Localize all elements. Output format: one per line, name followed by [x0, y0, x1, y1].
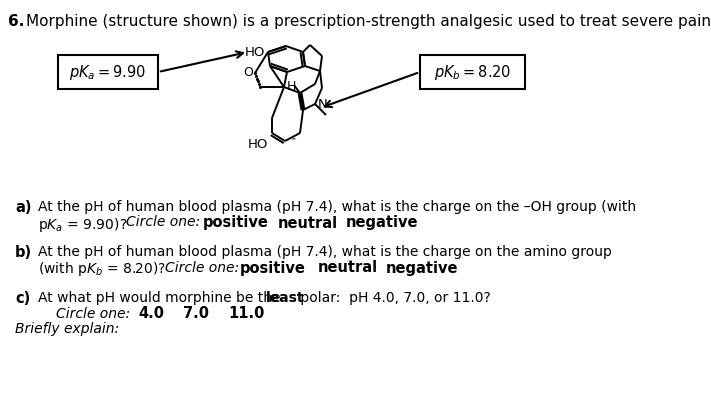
- Text: polar:  pH 4.0, 7.0, or 11.0?: polar: pH 4.0, 7.0, or 11.0?: [296, 291, 491, 305]
- Text: Morphine (structure shown) is a prescription-strength analgesic used to treat se: Morphine (structure shown) is a prescrip…: [26, 14, 711, 29]
- Text: positive: positive: [240, 260, 306, 276]
- Text: 4.0: 4.0: [138, 306, 164, 322]
- Text: O: O: [243, 67, 253, 79]
- Text: neutral: neutral: [278, 216, 338, 231]
- Text: c): c): [15, 291, 31, 306]
- Text: negative: negative: [386, 260, 459, 276]
- Text: a): a): [15, 200, 31, 215]
- Text: neutral: neutral: [318, 260, 378, 276]
- Text: least: least: [266, 291, 304, 305]
- Text: 6.: 6.: [8, 14, 24, 29]
- Text: ′′: ′′: [292, 138, 297, 148]
- Text: Circle one:: Circle one:: [56, 306, 130, 320]
- Text: positive: positive: [203, 216, 269, 231]
- Text: 11.0: 11.0: [228, 306, 264, 322]
- Text: At what pH would morphine be the: At what pH would morphine be the: [38, 291, 285, 305]
- Bar: [58, 55, 158, 89]
- Text: At the pH of human blood plasma (pH 7.4), what is the charge on the amino group: At the pH of human blood plasma (pH 7.4)…: [38, 245, 612, 259]
- Bar: [420, 55, 525, 89]
- Text: H: H: [287, 81, 296, 94]
- Text: HO: HO: [245, 46, 265, 58]
- Text: At the pH of human blood plasma (pH 7.4), what is the charge on the –OH group (w: At the pH of human blood plasma (pH 7.4)…: [38, 200, 636, 214]
- Text: p$K_a$ = 9.90)?: p$K_a$ = 9.90)?: [38, 216, 127, 233]
- Text: 7.0: 7.0: [183, 306, 209, 322]
- Text: Circle one:: Circle one:: [126, 216, 200, 229]
- Text: $\mathit{p}K_a = 9.90$: $\mathit{p}K_a = 9.90$: [70, 62, 146, 81]
- Text: $\mathit{p}K_b = 8.20$: $\mathit{p}K_b = 8.20$: [434, 62, 510, 81]
- Text: negative: negative: [346, 216, 419, 231]
- Text: (with p$K_b$ = 8.20)?: (with p$K_b$ = 8.20)?: [38, 260, 166, 279]
- Text: N: N: [318, 98, 328, 110]
- Text: Briefly explain:: Briefly explain:: [15, 322, 119, 336]
- Text: b): b): [15, 245, 32, 260]
- Text: Circle one:: Circle one:: [165, 260, 239, 274]
- Text: HO: HO: [247, 138, 268, 151]
